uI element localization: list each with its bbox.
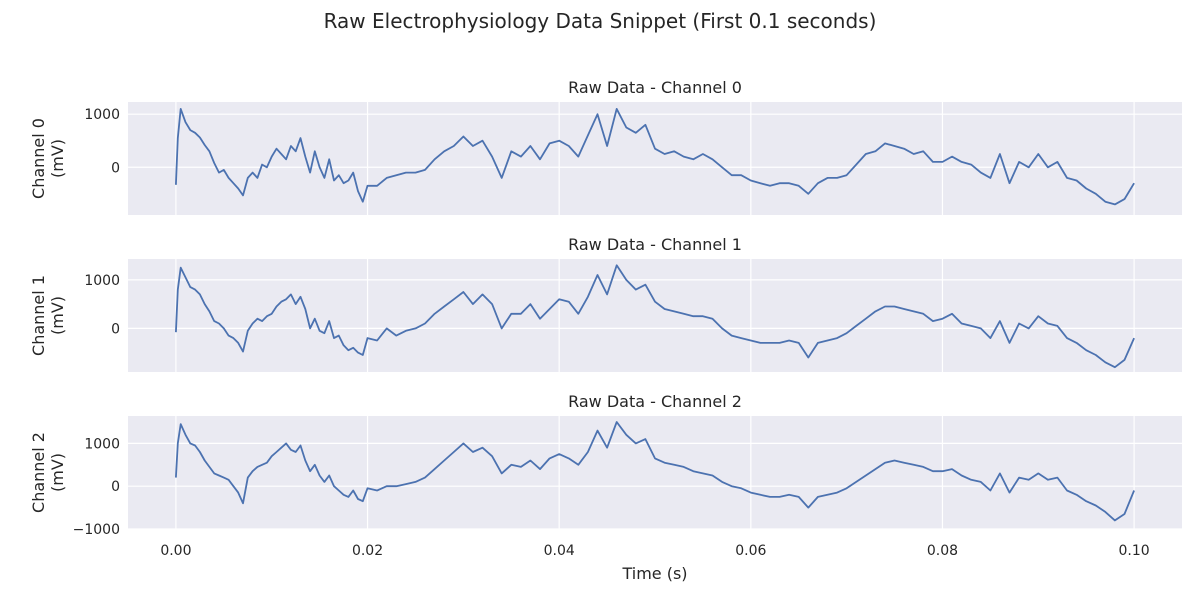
y-tick-label: 1000 xyxy=(84,273,120,289)
x-tick-label: 0.06 xyxy=(735,543,766,559)
x-tick-label: 0.08 xyxy=(927,543,958,559)
y-tick-label: 0 xyxy=(111,479,120,495)
y-axis-label: Channel 1(mV) xyxy=(29,275,67,356)
x-tick-label: 0.04 xyxy=(544,543,575,559)
y-tick-label: 0 xyxy=(111,160,120,176)
subplot-channel-2: −1000 0 1000 Raw Data - Channel 2 Channel 2(… xyxy=(29,392,1182,583)
plot-area xyxy=(128,416,1182,529)
subplot-channel-0: 0 1000 Raw Data - Channel 0 Channel 0(mV) xyxy=(29,78,1182,215)
y-axis-label: Channel 2(mV) xyxy=(29,432,67,513)
y-tick-label: 0 xyxy=(111,321,120,337)
plot-area xyxy=(128,102,1182,215)
subplots: 0 1000 Raw Data - Channel 0 Channel 0(mV) 0 1… xyxy=(29,78,1182,583)
y-tick-label: 1000 xyxy=(84,107,120,123)
x-tick-label: 0.10 xyxy=(1119,543,1150,559)
subplot-title: Raw Data - Channel 0 xyxy=(568,78,742,97)
x-tick-label: 0.02 xyxy=(352,543,383,559)
x-axis-label: Time (s) xyxy=(621,564,687,583)
y-axis-label: Channel 0(mV) xyxy=(29,118,67,199)
plot-area xyxy=(128,259,1182,372)
subplot-title: Raw Data - Channel 2 xyxy=(568,392,742,411)
signal-trace-channel-0 xyxy=(175,108,1135,206)
y-tick-label: −1000 xyxy=(73,522,120,538)
y-tick-label: 1000 xyxy=(84,436,120,452)
subplot-title: Raw Data - Channel 1 xyxy=(568,235,742,254)
figure-title: Raw Electrophysiology Data Snippet (Firs… xyxy=(324,9,877,33)
signal-trace-channel-2 xyxy=(175,421,1135,522)
subplot-channel-1: 0 1000 Raw Data - Channel 1 Channel 1(mV) xyxy=(29,235,1182,372)
signal-trace-channel-1 xyxy=(175,264,1135,369)
x-tick-label: 0.00 xyxy=(160,543,191,559)
